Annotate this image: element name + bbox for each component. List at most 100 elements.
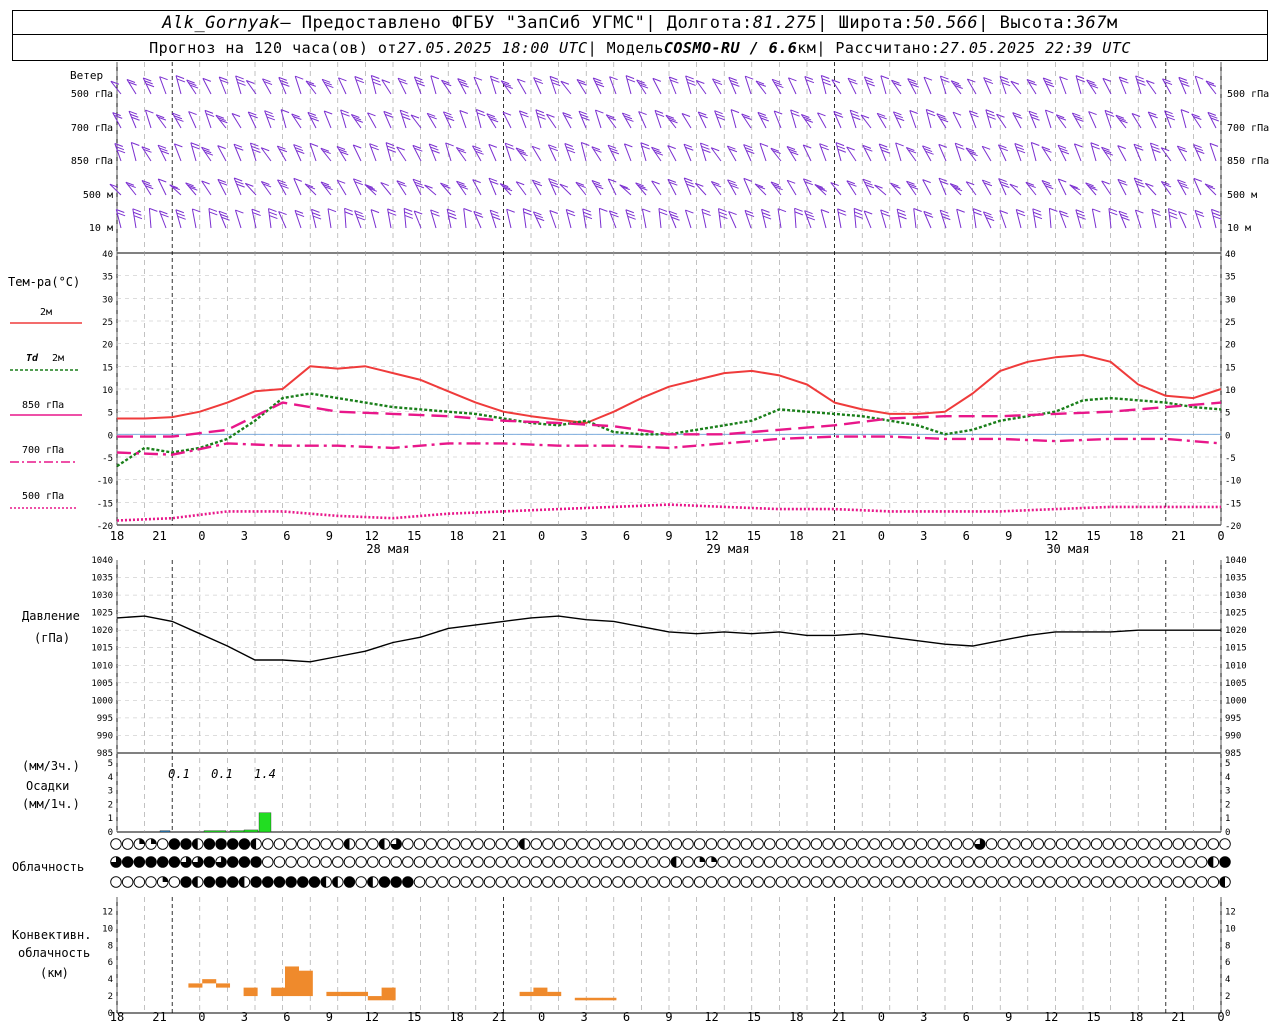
wind-feather-3-61-0 — [1025, 181, 1035, 186]
wind-barb-2-22 — [445, 142, 452, 162]
hour-label-top-0: 18 — [110, 529, 124, 543]
wind-feather-3-41-1 — [728, 182, 738, 187]
lon-value: 81.275 — [752, 12, 818, 33]
cloud-cell-2-76 — [997, 876, 1009, 888]
wind-barb-2-20 — [412, 145, 422, 162]
wind-barb-2-67 — [1117, 145, 1127, 162]
wind-feather-4-61-2 — [1033, 215, 1043, 220]
cloud-cell-2-26 — [413, 876, 426, 888]
wind-barb-3-34 — [619, 184, 632, 196]
wind-feather-2-68-0 — [1133, 143, 1143, 148]
wind-feather-4-9-1 — [252, 212, 261, 217]
wind-feather-4-51-1 — [881, 212, 890, 217]
cloud-cell-1-65 — [869, 856, 881, 868]
wind-feather-1-64-1 — [1073, 115, 1083, 120]
hour-label-bottom-6: 12 — [365, 1010, 379, 1024]
wind-barb-1-35 — [638, 111, 647, 129]
wind-barb-3-41 — [727, 179, 737, 196]
cloud-cell-2-61 — [822, 876, 834, 888]
wind-feather-3-51-0 — [874, 184, 883, 189]
wind-feather-3-68-0 — [1134, 177, 1143, 182]
wind-feather-2-63-2 — [1060, 150, 1070, 155]
wind-feather-4-49-0 — [853, 207, 863, 212]
wind-feather-2-39-2 — [702, 149, 711, 153]
wind-feather-1-13-1 — [309, 114, 318, 119]
wind-feather-2-1-0 — [131, 142, 140, 146]
wind-feather-1-58-1 — [986, 112, 995, 117]
wind-feather-4-22-0 — [446, 208, 456, 213]
wind-feather-3-23-2 — [459, 185, 469, 190]
wind-feather-4-52-0 — [896, 208, 906, 213]
wind-feather-4-52-1 — [897, 212, 907, 216]
wind-barb-0-63 — [1059, 76, 1067, 95]
cloud-cell-1-28 — [437, 856, 449, 868]
day-label-0: 28 мая — [366, 542, 409, 556]
cloud-cell-0-63 — [845, 838, 858, 850]
wind-feather-2-18-1 — [386, 145, 396, 150]
cloud-cell-2-45 — [635, 876, 648, 888]
wind-barb-0-16 — [354, 76, 362, 95]
hour-label-bottom-7: 15 — [407, 1010, 421, 1024]
wind-barb-3-17 — [364, 184, 377, 196]
wind-feather-2-5-1 — [191, 145, 200, 150]
wind-barb-0-73 — [1205, 80, 1217, 95]
wind-barb-0-1 — [126, 79, 137, 95]
wind-feather-1-28-1 — [536, 112, 545, 117]
wind-barb-0-48 — [831, 79, 842, 95]
wind-feather-2-50-0 — [862, 144, 872, 149]
temp-ytick-right-1: 35 — [1225, 273, 1236, 283]
wind-feather-2-51-0 — [879, 143, 888, 148]
cloud-cell-0-38 — [553, 838, 566, 850]
wind-barb-3-42 — [743, 178, 752, 196]
wind-feather-0-59-0 — [999, 75, 1009, 80]
wind-feather-2-15-2 — [340, 151, 349, 156]
wind-feather-0-17-0 — [371, 75, 380, 79]
wind-feather-4-17-0 — [370, 209, 380, 214]
cloud-cell-1-37 — [542, 856, 554, 868]
wind-feather-1-12-0 — [291, 113, 300, 118]
wind-feather-0-47-0 — [821, 75, 830, 79]
wind-feather-1-23-0 — [459, 110, 468, 114]
forecast-label: Прогноз на 120 часа(ов) от — [149, 38, 397, 57]
wind-feather-4-4-0 — [175, 209, 185, 214]
temp-ytick-right-5: 15 — [1225, 363, 1236, 373]
wind-barb-3-60 — [1009, 183, 1022, 196]
wind-barb-2-21 — [428, 143, 437, 162]
wind-feather-3-70-1 — [1162, 183, 1172, 188]
wind-barb-0-72 — [1194, 76, 1202, 95]
wind-barb-0-37 — [668, 76, 677, 95]
wind-barb-1-3 — [155, 114, 167, 129]
hour-label-top-11: 3 — [580, 529, 587, 543]
wind-feather-1-70-2 — [1166, 116, 1176, 121]
wind-barb-3-16 — [352, 178, 362, 196]
wind-feather-4-19-1 — [404, 211, 413, 216]
lon-label: | Долгота: — [645, 12, 753, 33]
wind-barb-1-9 — [247, 111, 257, 129]
wind-feather-0-16-1 — [355, 79, 365, 84]
wind-barb-1-10 — [264, 110, 272, 129]
wind-barb-3-35 — [635, 182, 647, 196]
press-ytick-right-4: 1020 — [1225, 626, 1247, 636]
wind-feather-2-71-0 — [1177, 145, 1186, 150]
wind-barb-1-51 — [876, 113, 887, 129]
wind-feather-0-73-0 — [1205, 80, 1215, 85]
wind-feather-4-47-0 — [820, 209, 830, 214]
wind-feather-1-25-0 — [486, 113, 496, 118]
cloud-cell-0-18 — [320, 838, 332, 850]
wind-feather-2-15-1 — [338, 148, 347, 153]
wind-barb-0-3 — [159, 76, 167, 95]
wind-feather-1-33-1 — [607, 116, 617, 121]
wind-feather-3-2-0 — [141, 180, 151, 184]
wind-feather-3-14-2 — [324, 186, 333, 191]
cloud-cell-0-56 — [763, 838, 776, 850]
wind-feather-4-35-0 — [642, 208, 651, 213]
conv-bar-11 — [340, 991, 355, 997]
wind-feather-2-63-0 — [1057, 144, 1067, 149]
wind-barb-4-69 — [1151, 209, 1157, 229]
cloud-cell-0-66 — [880, 838, 893, 850]
wind-feather-1-31-0 — [578, 110, 588, 115]
temp-ytick-left-1: 35 — [102, 273, 113, 283]
cloud-cell-1-44 — [623, 856, 636, 868]
wind-feather-1-58-0 — [985, 109, 995, 114]
cloud-cell-2-89 — [1149, 876, 1161, 888]
